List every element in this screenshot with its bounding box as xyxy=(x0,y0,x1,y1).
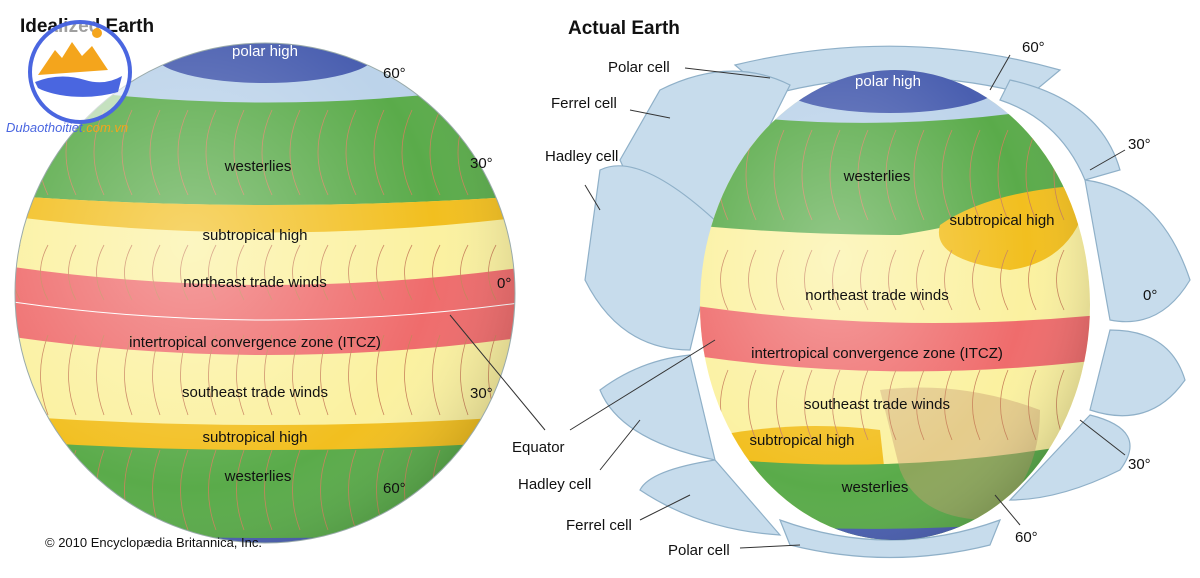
wind-streamline xyxy=(460,449,469,531)
label-hadley-cell-north: Hadley cell xyxy=(545,148,618,165)
label-ferrel-cell-south: Ferrel cell xyxy=(566,517,632,534)
lat-30s: 30° xyxy=(1128,456,1151,473)
label-itcz: intertropical convergence zone (ITCZ) xyxy=(129,334,381,351)
wind-streamline xyxy=(488,449,497,531)
lat-30n: 30° xyxy=(1128,136,1151,153)
label-ferrel-cell-north: Ferrel cell xyxy=(551,95,617,112)
wind-streamline xyxy=(68,449,77,531)
wind-streamline xyxy=(15,334,21,416)
leader-lines xyxy=(449,54,1126,549)
lat-0: 0° xyxy=(1143,287,1157,304)
lat-30s: 30° xyxy=(470,385,493,402)
copyright: © 2010 Encyclopædia Britannica, Inc. xyxy=(45,535,262,550)
label-hadley-cell-south: Hadley cell xyxy=(518,476,591,493)
lat-0: 0° xyxy=(497,275,511,292)
wind-streamline xyxy=(15,449,21,531)
ferrel-cell-south xyxy=(639,459,782,536)
lat-60s: 60° xyxy=(383,480,406,497)
label-westerlies-south: westerlies xyxy=(224,468,292,485)
label-subtropical-high-south: subtropical high xyxy=(202,429,307,446)
polar-cell-south xyxy=(778,518,1002,559)
label-polar-cell-north: Polar cell xyxy=(608,59,670,76)
label-polar-high: polar high xyxy=(232,43,298,60)
idealized-globe-outline xyxy=(14,42,516,544)
label-itcz: intertropical convergence zone (ITCZ) xyxy=(751,345,1003,362)
label-se-trades: southeast trade winds xyxy=(804,396,950,413)
ferrel-cell-north-right xyxy=(999,79,1121,181)
label-se-trades: southeast trade winds xyxy=(182,384,328,401)
label-subtropical-high-north: subtropical high xyxy=(202,227,307,244)
lat-60s: 60° xyxy=(1015,529,1038,546)
circulation-cells xyxy=(584,45,1191,559)
label-subtropical-high-south: subtropical high xyxy=(749,432,854,449)
hadley-cell-south-right xyxy=(1089,329,1186,417)
hadley-cell-north-right xyxy=(1084,179,1191,323)
label-ne-trades: northeast trade winds xyxy=(183,274,326,291)
label-polar-cell-south: Polar cell xyxy=(668,542,730,559)
watermark-logo: Dubaothoitiet.com.vn xyxy=(6,20,132,135)
lat-30n: 30° xyxy=(470,155,493,172)
label-polar-high: polar high xyxy=(855,73,921,90)
lat-60n: 60° xyxy=(383,65,406,82)
label-ne-trades: northeast trade winds xyxy=(805,287,948,304)
wind-streamline xyxy=(40,449,49,531)
ferrel-cell-south-right xyxy=(1008,414,1131,501)
lat-60n: 60° xyxy=(1022,39,1045,56)
hadley-cell-south xyxy=(599,354,716,461)
actual-earth-title: Actual Earth xyxy=(568,18,680,39)
label-westerlies-south: westerlies xyxy=(841,479,909,496)
label-westerlies-north: westerlies xyxy=(843,168,911,185)
watermark-text: Dubaothoitiet.com.vn xyxy=(6,120,128,135)
label-westerlies-north: westerlies xyxy=(224,158,292,175)
label-subtropical-high-north: subtropical high xyxy=(949,212,1054,229)
label-equator: Equator xyxy=(512,439,565,456)
